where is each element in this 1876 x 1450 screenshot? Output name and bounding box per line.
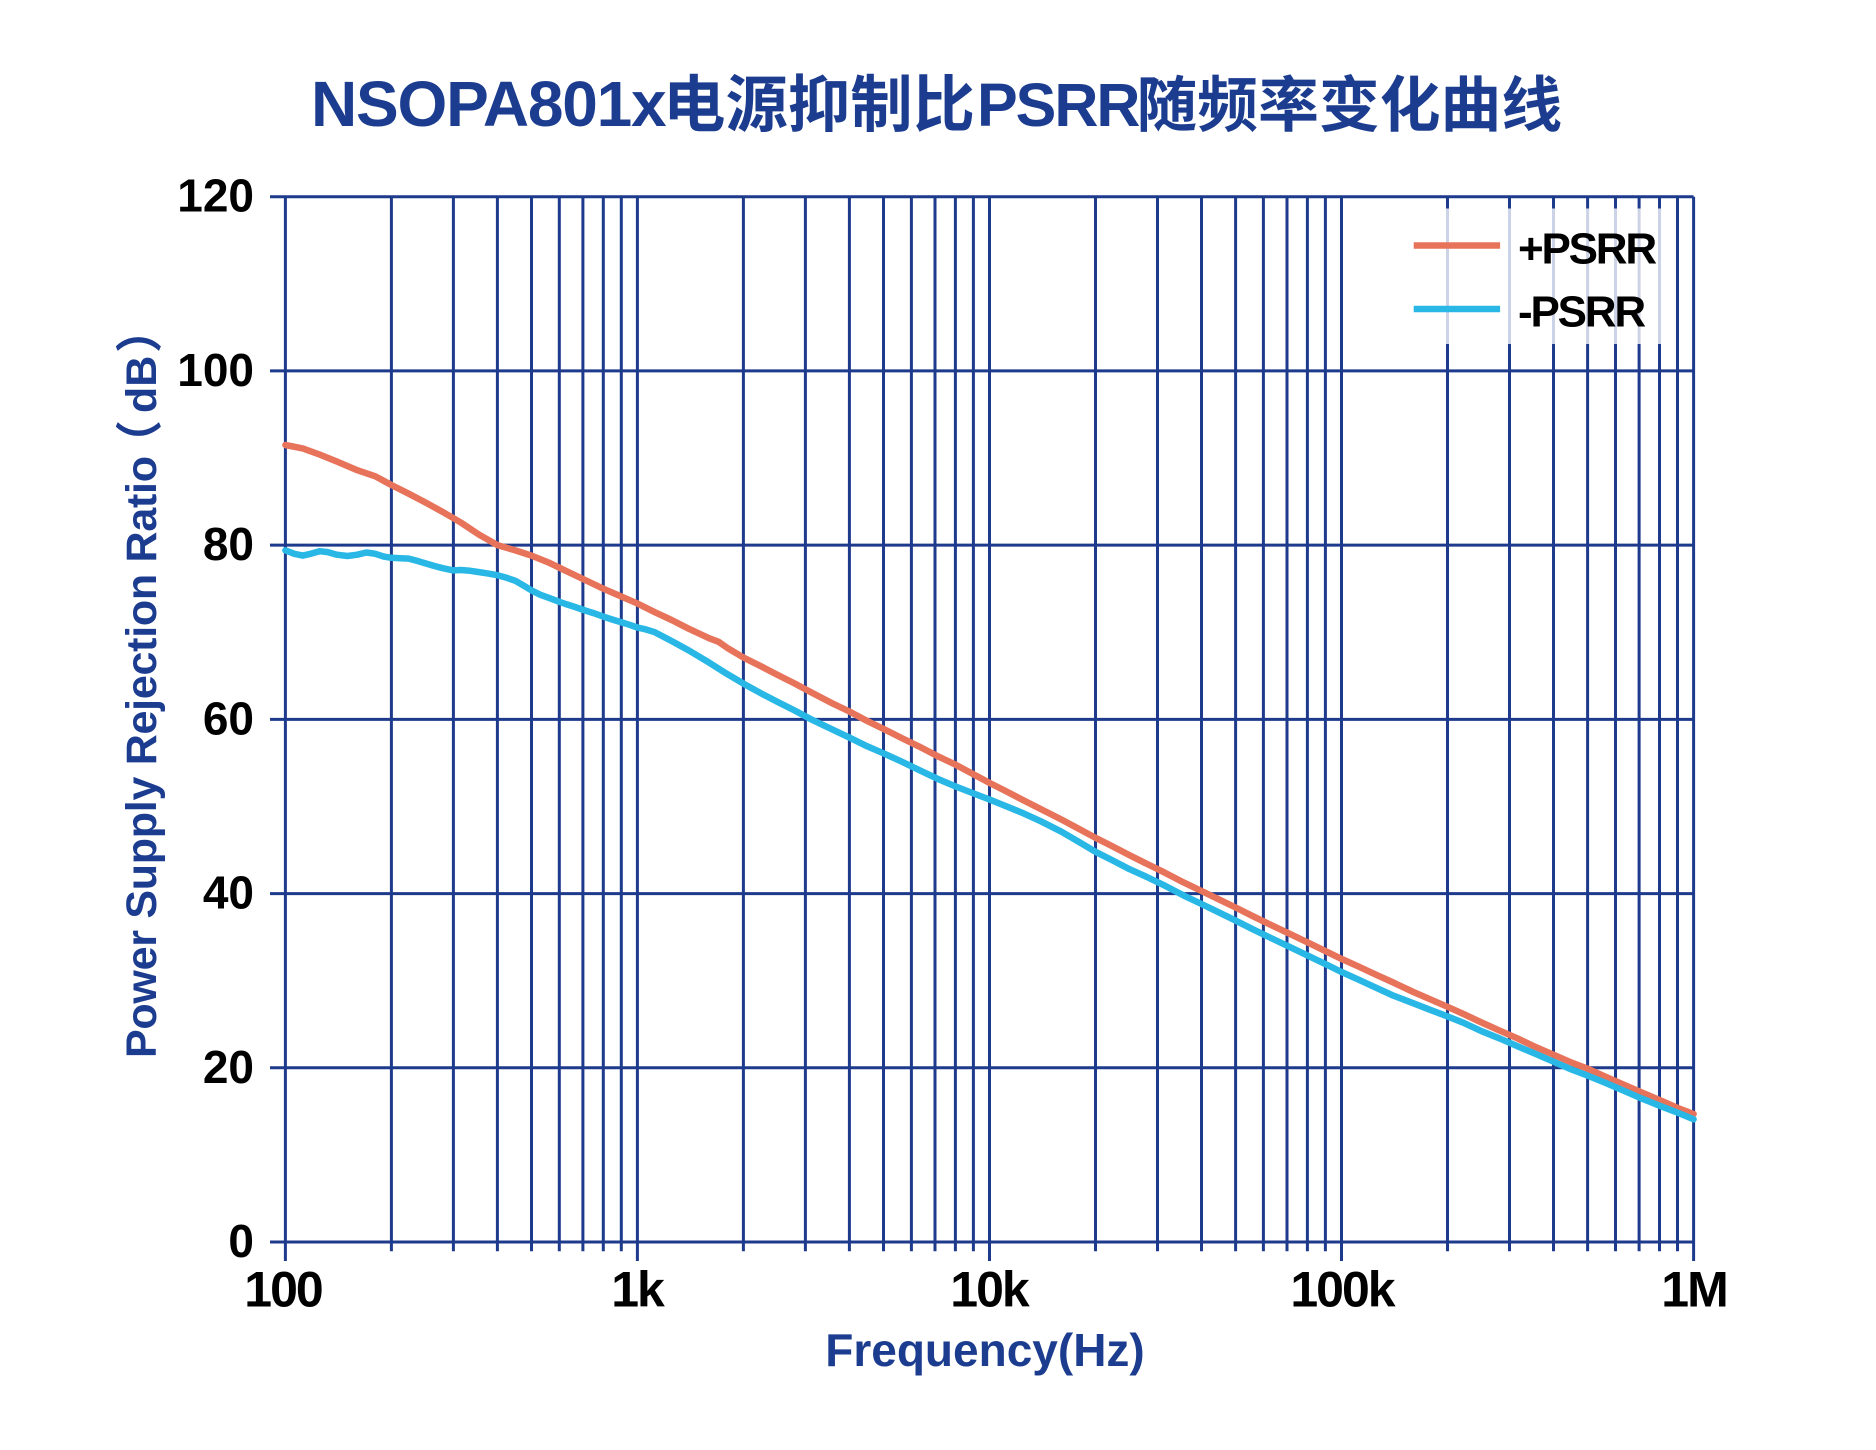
svg-text:100: 100 (177, 344, 254, 396)
svg-text:Power Supply Rejection Ratio: Power Supply Rejection Ratio (118, 456, 166, 1058)
svg-text:100: 100 (244, 1262, 322, 1318)
svg-text:-PSRR: -PSRR (1518, 288, 1645, 337)
svg-text:dB: dB (118, 356, 166, 413)
svg-text:PSRR: PSRR (977, 71, 1139, 139)
svg-text:20: 20 (203, 1041, 254, 1093)
svg-text:1M: 1M (1661, 1262, 1726, 1318)
svg-text:100k: 100k (1290, 1262, 1395, 1318)
svg-text:NSOPA801x: NSOPA801x (311, 68, 667, 140)
svg-text:+PSRR: +PSRR (1518, 225, 1656, 274)
svg-text:80: 80 (203, 518, 254, 570)
svg-text:40: 40 (203, 867, 254, 919)
svg-text:0: 0 (228, 1215, 254, 1267)
svg-text:120: 120 (177, 170, 254, 222)
svg-text:1k: 1k (611, 1262, 665, 1318)
svg-text:60: 60 (203, 692, 254, 744)
svg-text:10k: 10k (950, 1262, 1030, 1318)
svg-text:Frequency(Hz): Frequency(Hz) (825, 1324, 1144, 1376)
